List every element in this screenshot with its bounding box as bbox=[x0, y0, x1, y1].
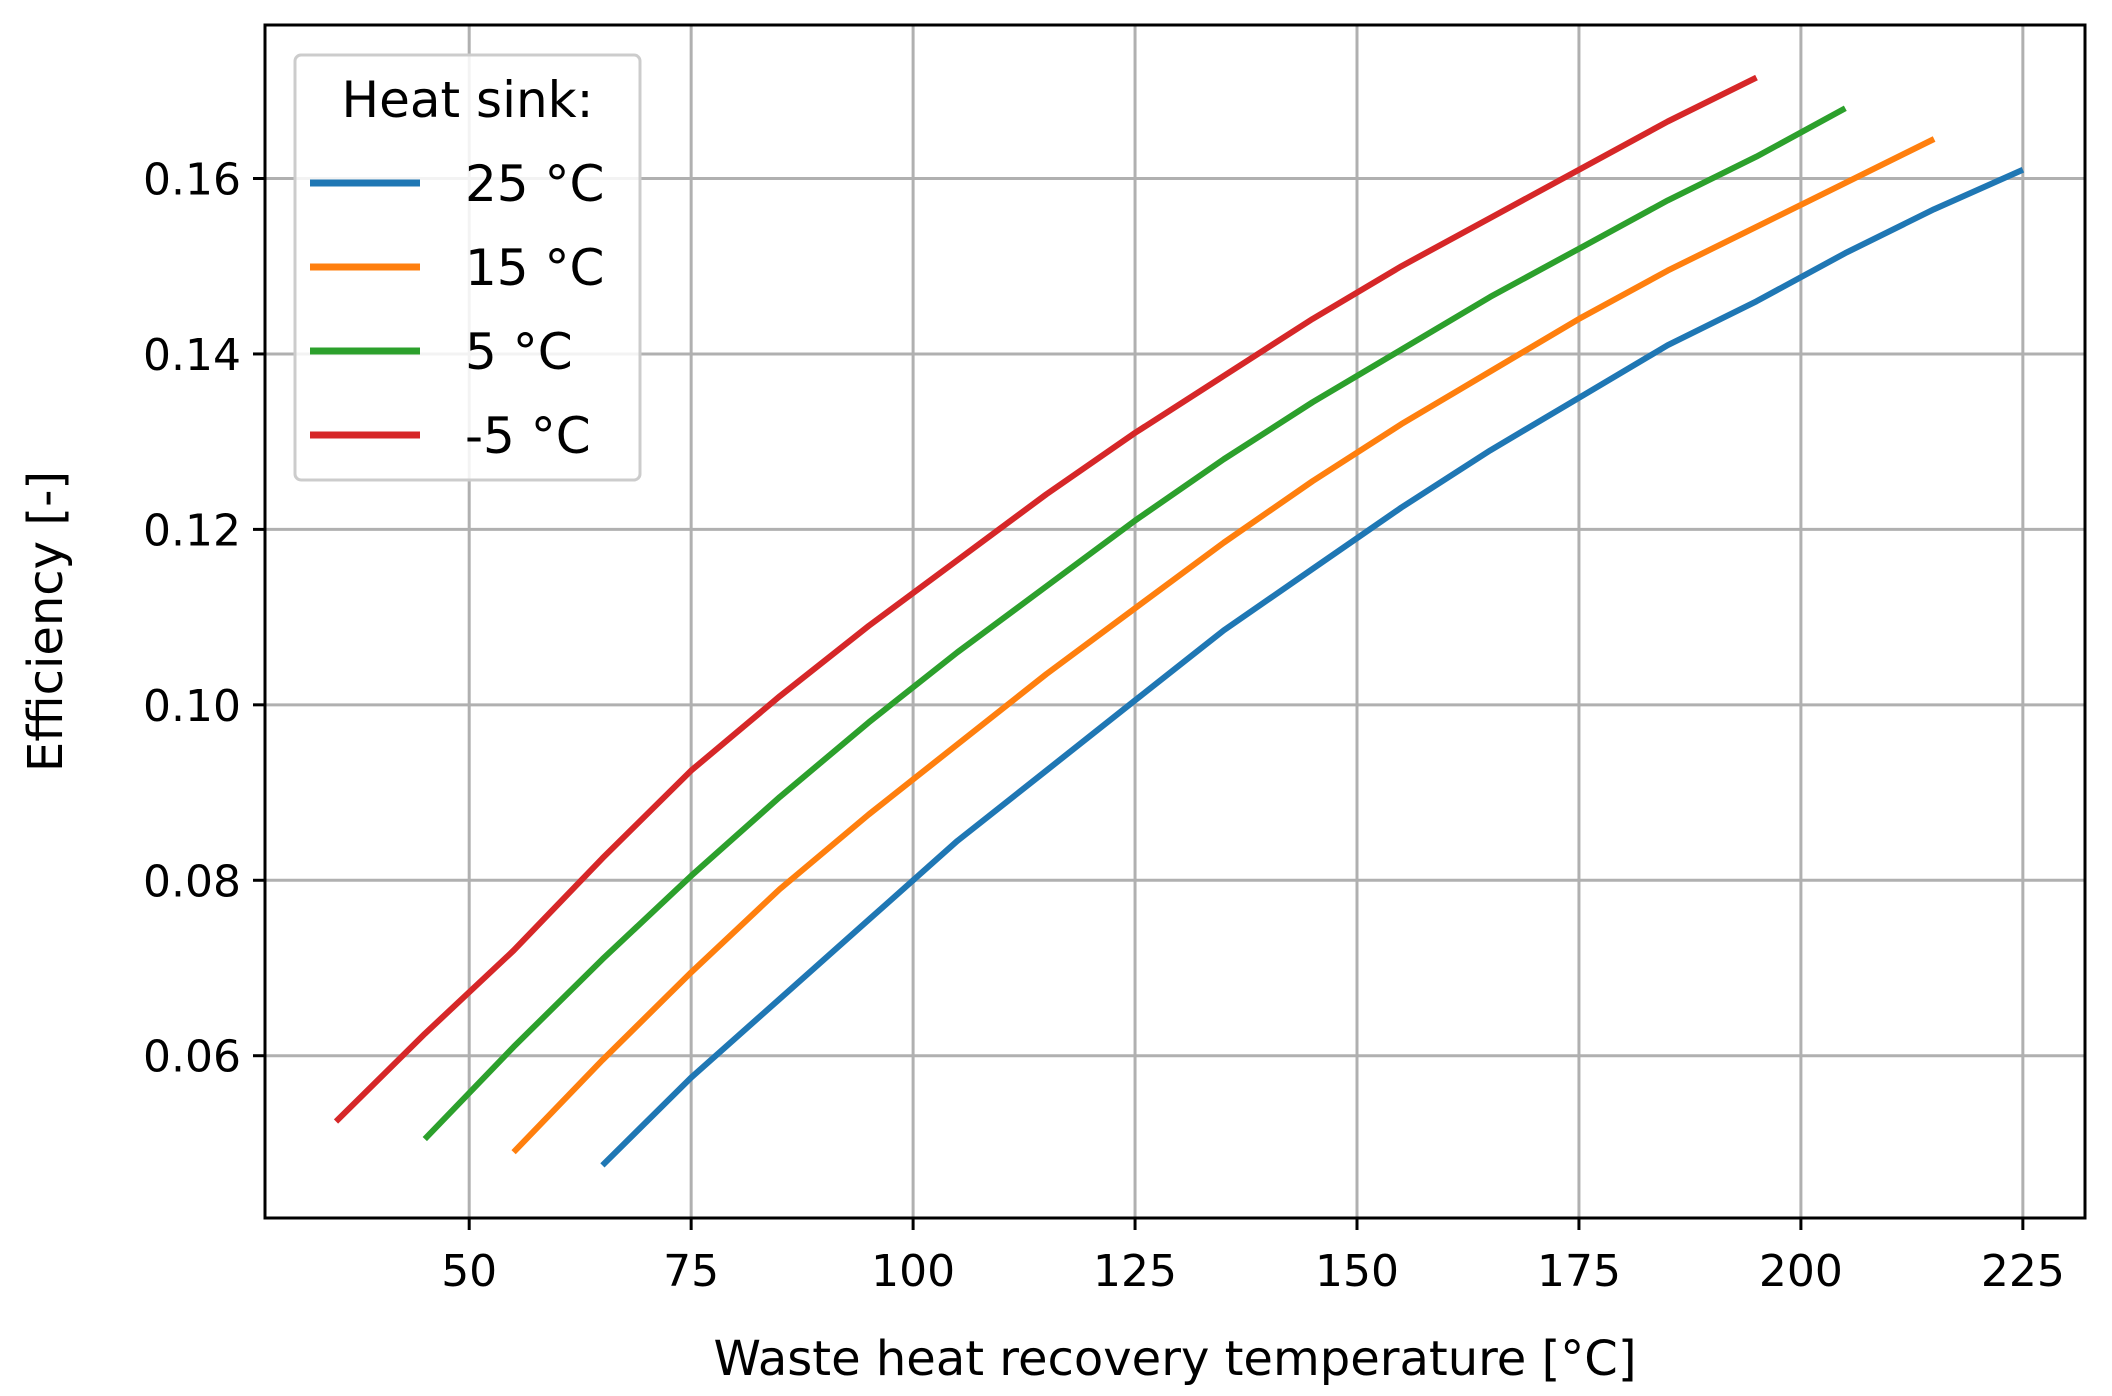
series-line-2 bbox=[511, 136, 1936, 1155]
series-line-4 bbox=[333, 74, 1758, 1124]
y-axis-label: Efficiency [-] bbox=[18, 471, 74, 772]
y-tick-label: 0.06 bbox=[143, 1032, 241, 1083]
y-axis-ticks: 0.06 0.08 0.10 0.12 0.14 0.16 bbox=[143, 155, 265, 1083]
x-tick-label: 150 bbox=[1315, 1246, 1399, 1297]
x-tick-label: 225 bbox=[1981, 1246, 2065, 1297]
legend-label: -5 °C bbox=[465, 407, 591, 465]
x-axis-ticks: 50 75 100 125 150 175 200 225 bbox=[441, 1218, 2065, 1297]
legend-box bbox=[293, 53, 642, 482]
x-tick-label: 175 bbox=[1537, 1246, 1621, 1297]
legend: Heat sink: 25 °C 15 °C 5 °C -5 °C bbox=[293, 53, 642, 482]
grid bbox=[265, 25, 2085, 1218]
y-tick-label: 0.16 bbox=[143, 155, 241, 206]
series-line-1 bbox=[600, 166, 2025, 1168]
legend-label: 5 °C bbox=[465, 323, 573, 381]
x-tick-label: 75 bbox=[663, 1246, 719, 1297]
series-lines bbox=[333, 74, 2025, 1168]
x-tick-label: 50 bbox=[441, 1246, 497, 1297]
y-tick-label: 0.10 bbox=[143, 681, 241, 732]
legend-label: 25 °C bbox=[465, 155, 604, 213]
y-tick-label: 0.12 bbox=[143, 505, 241, 556]
legend-title: Heat sink: bbox=[342, 71, 594, 129]
y-tick-label: 0.14 bbox=[143, 330, 241, 381]
x-tick-label: 100 bbox=[871, 1246, 955, 1297]
x-axis-label: Waste heat recovery temperature [°C] bbox=[713, 1331, 1636, 1387]
legend-items: 25 °C 15 °C 5 °C -5 °C bbox=[310, 155, 604, 465]
y-tick-label: 0.08 bbox=[143, 856, 241, 907]
plot-frame bbox=[263, 23, 2087, 1220]
x-tick-label: 200 bbox=[1759, 1246, 1843, 1297]
series-line-3 bbox=[422, 105, 1847, 1142]
x-tick-label: 125 bbox=[1093, 1246, 1177, 1297]
legend-label: 15 °C bbox=[465, 239, 604, 297]
